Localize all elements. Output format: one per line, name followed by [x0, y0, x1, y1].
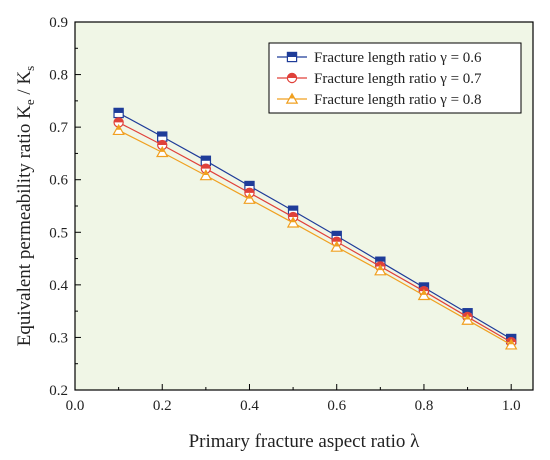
- legend: Fracture length ratio γ = 0.6 Fracture le…: [268, 42, 522, 114]
- legend-box: [268, 42, 522, 114]
- y-axis-title-sub-e: e: [22, 99, 37, 105]
- y-tick-label: 0.5: [49, 225, 68, 241]
- legend-marker: [286, 51, 298, 63]
- legend-label: Fracture length ratio γ = 0.7: [314, 71, 482, 87]
- x-tick-label: 0.0: [66, 398, 85, 414]
- y-tick-label: 0.3: [49, 330, 68, 346]
- series-3: [112, 123, 518, 350]
- legend-marker: [285, 92, 299, 104]
- legend-label: Fracture length ratio γ = 0.6: [314, 50, 482, 66]
- y-axis-ticks: 0.2 0.3 0.4 0.5 0.6 0.7 0.8 0.9: [49, 15, 81, 399]
- data-point: [244, 187, 255, 199]
- y-tick-label: 0.2: [49, 383, 68, 399]
- data-point: [417, 288, 431, 301]
- data-point: [113, 107, 124, 119]
- y-axis-title-main: Equivalent permeability ratio K: [14, 105, 35, 346]
- data-point: [330, 240, 343, 252]
- series-line: [118, 112, 512, 340]
- data-point: [504, 338, 518, 350]
- x-tick-label: 0.8: [415, 398, 434, 414]
- data-point: [461, 313, 474, 325]
- series-line: [118, 121, 512, 343]
- legend-item: Fracture length ratio γ = 0.6: [277, 50, 482, 66]
- legend-marker: [286, 72, 298, 84]
- data-point: [286, 216, 300, 228]
- data-point: [156, 145, 169, 158]
- data-point: [112, 123, 125, 136]
- y-axis-title-mid: / K: [14, 71, 35, 100]
- x-axis-ticks: 0.0 0.2 0.4 0.6 0.8 1.0: [66, 384, 521, 414]
- y-tick-label: 0.6: [49, 173, 68, 189]
- series-line: [118, 129, 512, 346]
- y-axis-title-sub-s: s: [22, 66, 37, 71]
- x-tick-label: 0.2: [153, 398, 172, 414]
- data-point: [374, 264, 387, 276]
- x-tick-label: 1.0: [502, 398, 521, 414]
- series-layer: [112, 107, 518, 350]
- legend-item: Fracture length ratio γ = 0.7: [277, 71, 482, 87]
- data-point: [199, 169, 213, 181]
- data-point: [243, 192, 256, 204]
- y-axis-title: Equivalent permeability ratio Ke / Ks: [14, 66, 37, 346]
- y-tick-label: 0.7: [49, 120, 68, 136]
- x-tick-label: 0.4: [240, 398, 259, 414]
- plot-frame: [74, 21, 534, 391]
- x-tick-label: 0.6: [327, 398, 346, 414]
- y-tick-label: 0.4: [49, 278, 68, 294]
- y-tick-label: 0.9: [49, 15, 68, 31]
- legend-label: Fracture length ratio γ = 0.8: [314, 92, 482, 108]
- x-axis-title: Primary fracture aspect ratio λ: [189, 431, 421, 452]
- legend-item: Fracture length ratio γ = 0.8: [277, 92, 482, 108]
- y-tick-label: 0.8: [49, 68, 68, 84]
